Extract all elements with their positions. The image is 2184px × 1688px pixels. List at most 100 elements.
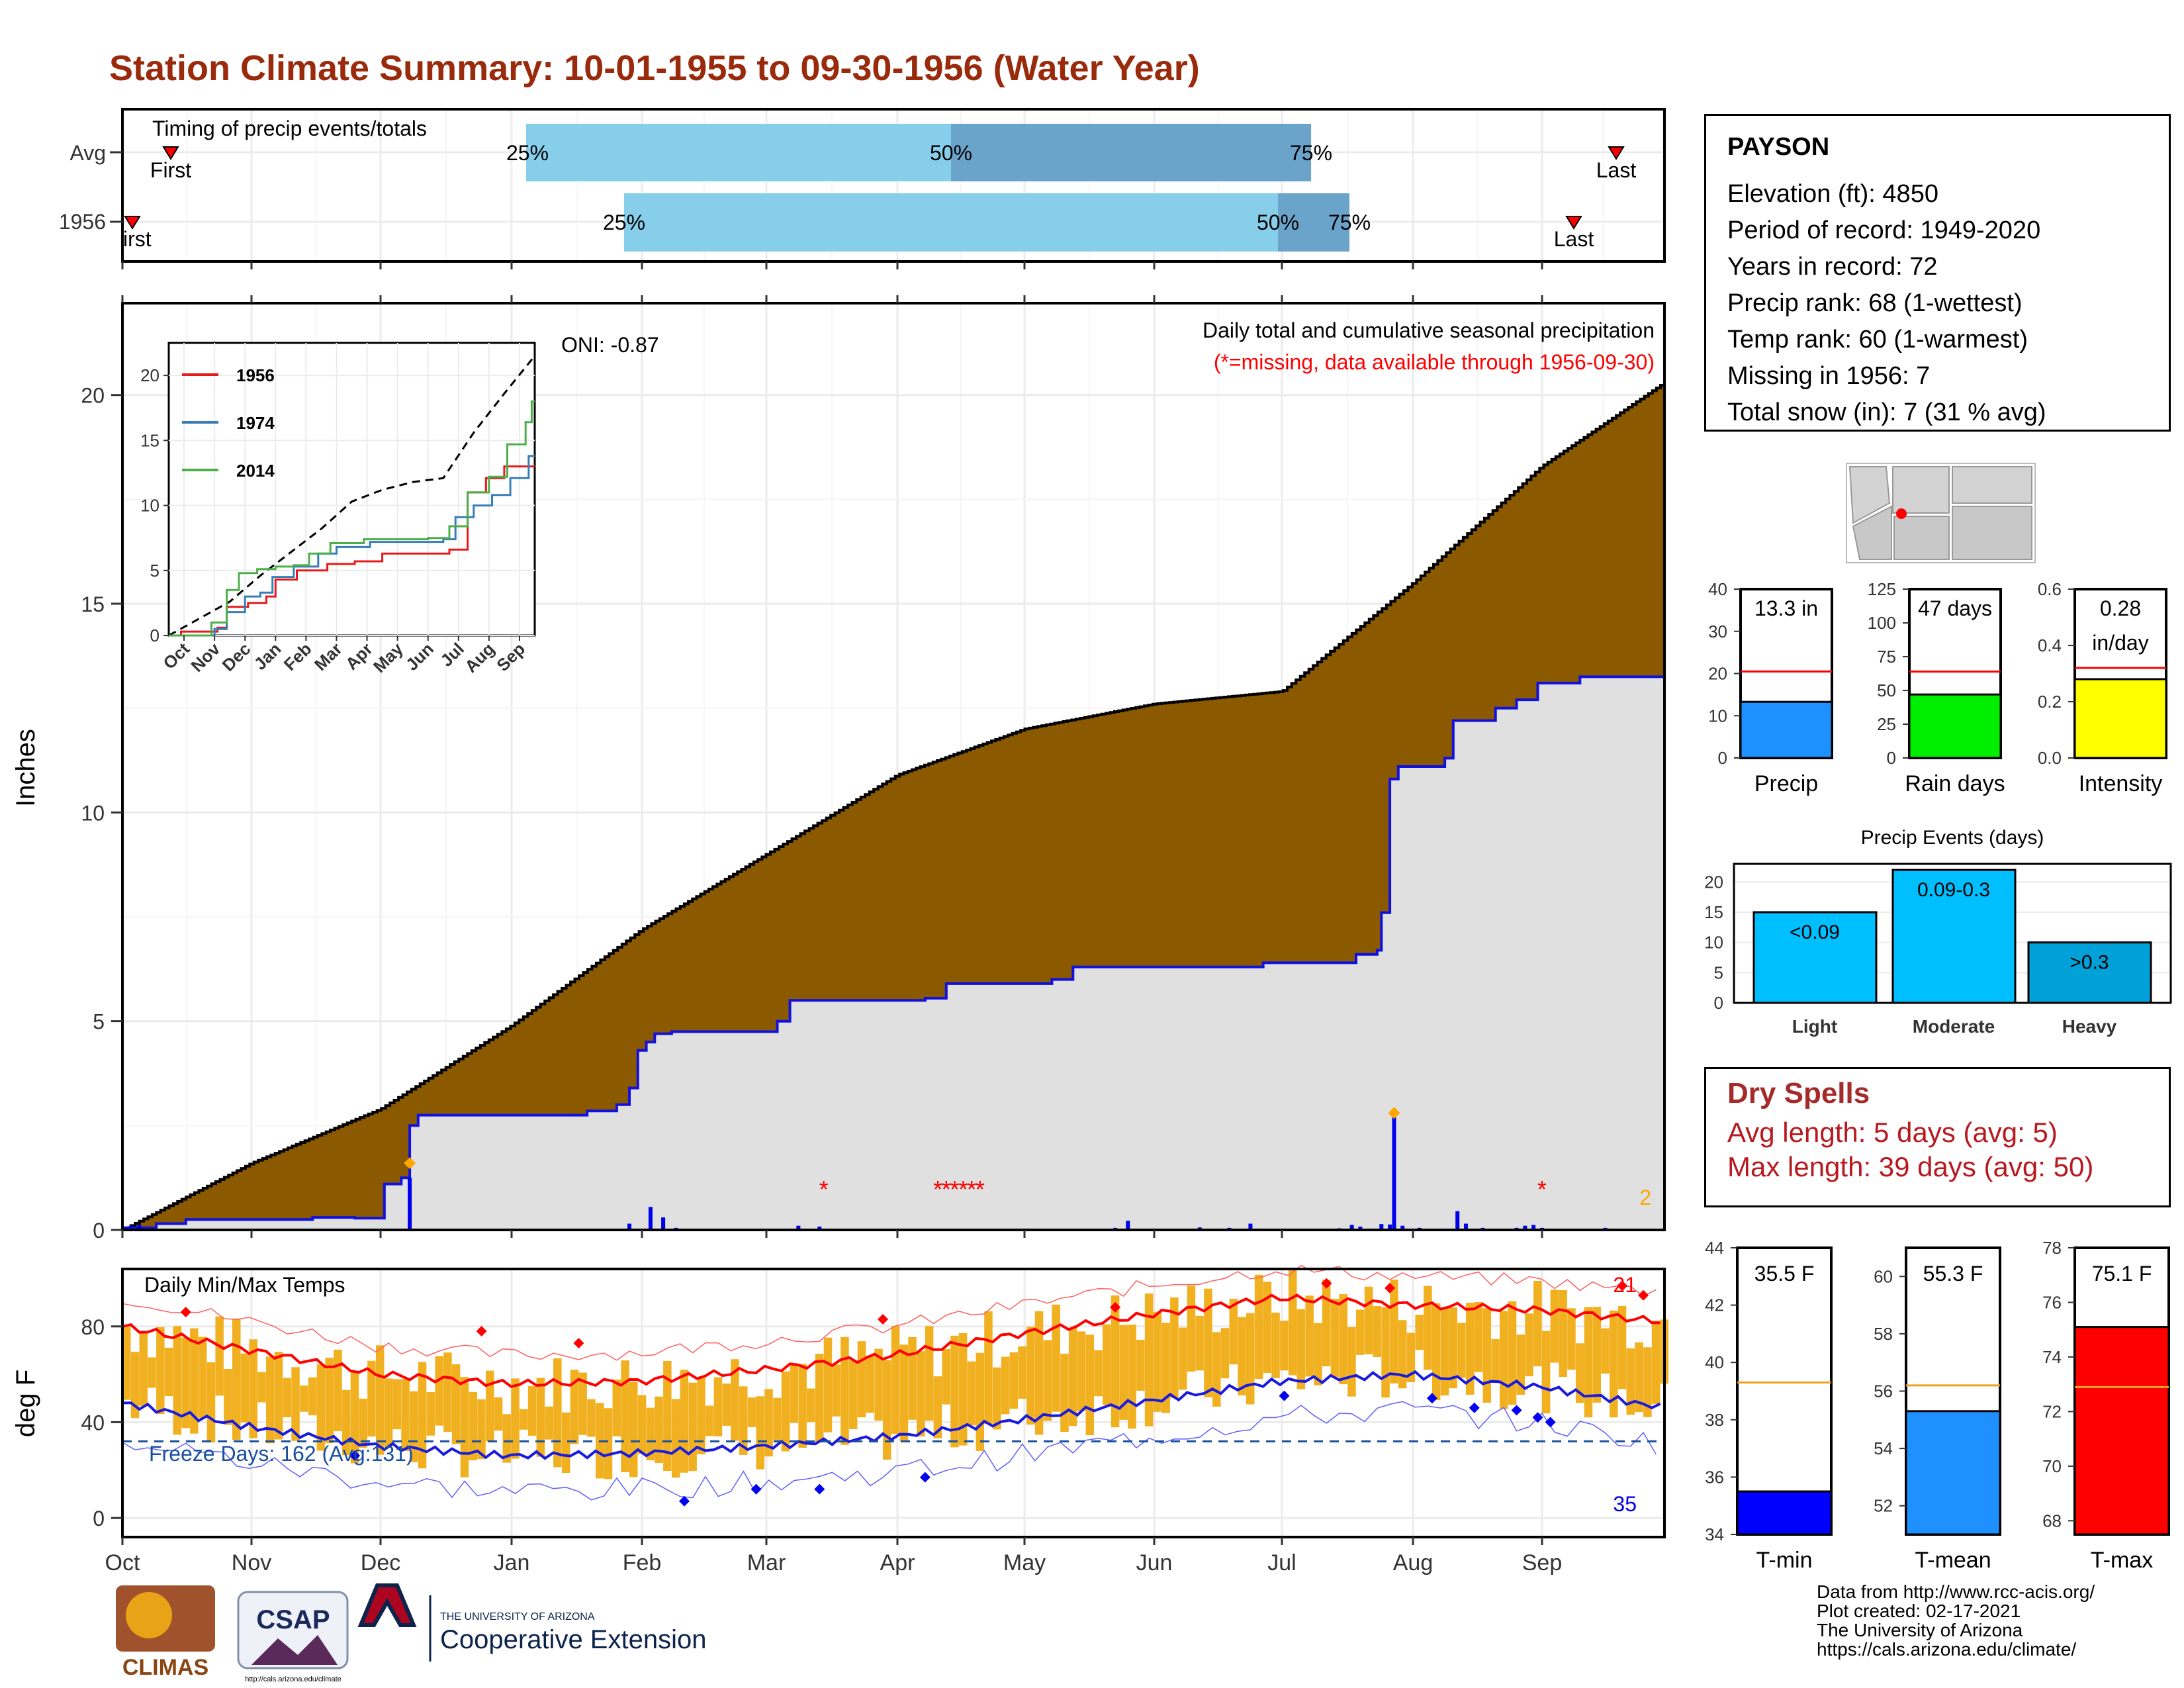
mini-bar-ytick-label: 0.0: [2038, 748, 2062, 768]
daily-temp-bar: [1466, 1303, 1475, 1395]
precip-ytick-label: 0: [93, 1219, 105, 1243]
mini-bar-ytick-label: 30: [1708, 622, 1727, 641]
daily-temp-bar: [1314, 1323, 1322, 1385]
daily-temp-bar: [1161, 1323, 1170, 1413]
daily-temp-bar: [148, 1357, 156, 1388]
daily-temp-bar: [705, 1405, 714, 1436]
tmin-count-label: 35: [1613, 1492, 1637, 1516]
missing-marker: *: [1537, 1176, 1547, 1203]
inset-line-1974: [169, 455, 535, 637]
ua-logo-big-text: Cooperative Extension: [440, 1625, 706, 1654]
precip-events-ytick-label: 0: [1714, 993, 1723, 1013]
daily-temp-bar: [917, 1351, 925, 1436]
precip-ytick-label: 15: [81, 592, 105, 616]
daily-precip-bar: [1531, 1225, 1536, 1230]
inset-legend-label: 1974: [236, 413, 275, 433]
daily-temp-bar: [629, 1382, 638, 1477]
station-snow: Total snow (in): 7 (31 % avg): [1727, 399, 2046, 426]
dry-spells-panel: Dry Spells Avg length: 5 days (avg: 5) M…: [1704, 1067, 2171, 1207]
mini-bar-ytick-label: 20: [1708, 664, 1727, 684]
daily-temp-bar: [190, 1328, 199, 1434]
inset-legend-label: 1956: [236, 365, 275, 385]
last-marker-avg: [1608, 146, 1625, 160]
record-high-marker: [878, 1313, 889, 1325]
missing-marker: *: [950, 1176, 960, 1203]
mini-bar-value: [2073, 678, 2167, 759]
daily-temp-bar: [739, 1386, 748, 1455]
record-high-marker: [1385, 1282, 1396, 1293]
daily-temp-bar: [680, 1370, 689, 1473]
temp-bar-ytick-label: 38: [1705, 1410, 1724, 1430]
daily-temp-bar: [764, 1389, 773, 1457]
timing-panel-border: [121, 108, 1666, 263]
month-label: Mar: [747, 1550, 786, 1575]
daily-temp-bar: [1592, 1307, 1601, 1403]
daily-temp-bar: [435, 1356, 443, 1426]
daily-temp-bar: [823, 1337, 833, 1432]
inset-ytick-label: 0: [150, 626, 159, 645]
daily-temp-bar: [1533, 1281, 1542, 1367]
daily-temp-bar: [224, 1369, 232, 1425]
daily-temp-bar: [967, 1361, 976, 1426]
daily-temp-bar: [1043, 1340, 1052, 1421]
ua-logo-icon: [357, 1583, 417, 1627]
record-low-marker: [919, 1472, 931, 1483]
daily-temp-bar: [1153, 1311, 1162, 1412]
record-high-marker: [1617, 1280, 1628, 1291]
climas-logo-text: CLIMAS: [122, 1655, 208, 1680]
daily-temp-bar: [392, 1379, 401, 1430]
map-states-north: [1848, 466, 2032, 524]
record-min-line: [122, 1401, 1657, 1501]
inset-ytick-label: 15: [140, 430, 159, 450]
daily-temp-bar: [181, 1337, 190, 1429]
first-label-1956: irst: [123, 227, 152, 251]
daily-temp-bar: [359, 1398, 367, 1448]
daily-temp-bar: [1643, 1347, 1652, 1417]
daily-temp-bar: [1136, 1339, 1145, 1391]
missing-marker: *: [958, 1176, 968, 1203]
daily-temp-bar: [1415, 1315, 1424, 1350]
daily-temp-bar: [578, 1372, 587, 1435]
last-label-1956: Last: [1554, 227, 1594, 251]
daily-temp-bar: [325, 1358, 334, 1444]
daily-temp-bar: [130, 1352, 140, 1419]
daily-temp-bar: [257, 1372, 266, 1403]
daily-temp-bar: [249, 1339, 257, 1438]
daily-temp-bar: [1229, 1298, 1238, 1365]
month-label: Oct: [105, 1550, 140, 1575]
daily-temp-bar: [958, 1333, 968, 1446]
daily-temp-bar: [520, 1409, 528, 1430]
precip-events-bar-label: 0.09-0.3: [1917, 879, 1990, 901]
daily-temp-bar: [1398, 1320, 1407, 1389]
daily-temp-bar: [1305, 1295, 1314, 1377]
first-label-avg: First: [150, 158, 191, 182]
dry-spells-title: Dry Spells: [1727, 1077, 1870, 1109]
station-cumulative-area: [122, 675, 1664, 1230]
mini-bar-ytick-label: 10: [1708, 706, 1727, 726]
daily-temp-bar: [376, 1345, 385, 1455]
precip-events-title: Precip Events (days): [1861, 827, 2044, 849]
daily-temp-bar: [688, 1382, 697, 1472]
daily-temp-bar: [316, 1364, 326, 1451]
daily-temp-bar: [1373, 1306, 1381, 1357]
daily-temp-bar: [536, 1378, 545, 1457]
daily-temp-bar: [1178, 1327, 1187, 1390]
temp-bar-ytick-label: 56: [1874, 1382, 1893, 1401]
daily-temp-bar: [469, 1391, 477, 1460]
csap-logo-mountains: [251, 1635, 338, 1665]
inset-panel: [167, 342, 536, 637]
daily-temp-bar: [663, 1360, 672, 1472]
daily-temp-bar: [950, 1335, 959, 1448]
daily-temp-bar: [1018, 1346, 1026, 1399]
daily-precip-bar: [1392, 1115, 1396, 1230]
station-period: Period of record: 1949-2020: [1727, 216, 2041, 244]
daily-temp-bar: [1584, 1307, 1593, 1418]
daily-temp-bar: [1187, 1286, 1196, 1372]
temp-ylabel: deg F: [11, 1370, 40, 1437]
daily-temp-bar: [587, 1399, 596, 1437]
avg-cumulative-line: [122, 382, 1666, 1231]
record-low-marker: [679, 1495, 690, 1507]
csap-logo-url: http://cals.arizona.edu/climate: [245, 1675, 341, 1683]
daily-temp-bar: [486, 1370, 494, 1442]
daily-temp-bar: [545, 1406, 553, 1440]
